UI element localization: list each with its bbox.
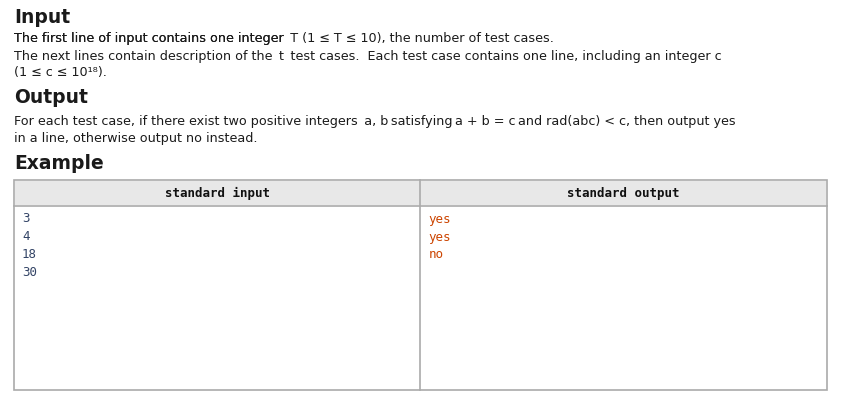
- Text: standard input: standard input: [165, 187, 270, 200]
- Text: 3: 3: [22, 213, 29, 225]
- Text: yes: yes: [429, 213, 451, 225]
- Bar: [14, 181, 827, 206]
- Text: Input: Input: [14, 8, 70, 27]
- Text: For each test case, if there exist two positive integers  a, b satisfying a + b : For each test case, if there exist two p…: [14, 115, 736, 128]
- Text: The first line of input contains one integer: The first line of input contains one int…: [14, 32, 290, 45]
- Text: standard output: standard output: [568, 187, 680, 200]
- Text: Example: Example: [14, 154, 103, 173]
- Text: The next lines contain description of the  t  test cases.  Each test case contai: The next lines contain description of th…: [14, 50, 722, 63]
- Text: no: no: [429, 249, 443, 261]
- Text: (1 ≤ c ≤ 10¹⁸).: (1 ≤ c ≤ 10¹⁸).: [14, 66, 107, 79]
- Text: Output: Output: [14, 88, 87, 107]
- Text: The first line of input contains one integer  ​T​ (1 ≤ T ≤ 10), the number of te: The first line of input contains one int…: [14, 32, 554, 45]
- Text: yes: yes: [429, 230, 451, 244]
- Text: in a line, otherwise output no instead.: in a line, otherwise output no instead.: [14, 132, 257, 145]
- Text: 18: 18: [22, 249, 37, 261]
- Bar: [14, 180, 827, 390]
- Text: 4: 4: [22, 230, 29, 244]
- Text: 30: 30: [22, 267, 37, 280]
